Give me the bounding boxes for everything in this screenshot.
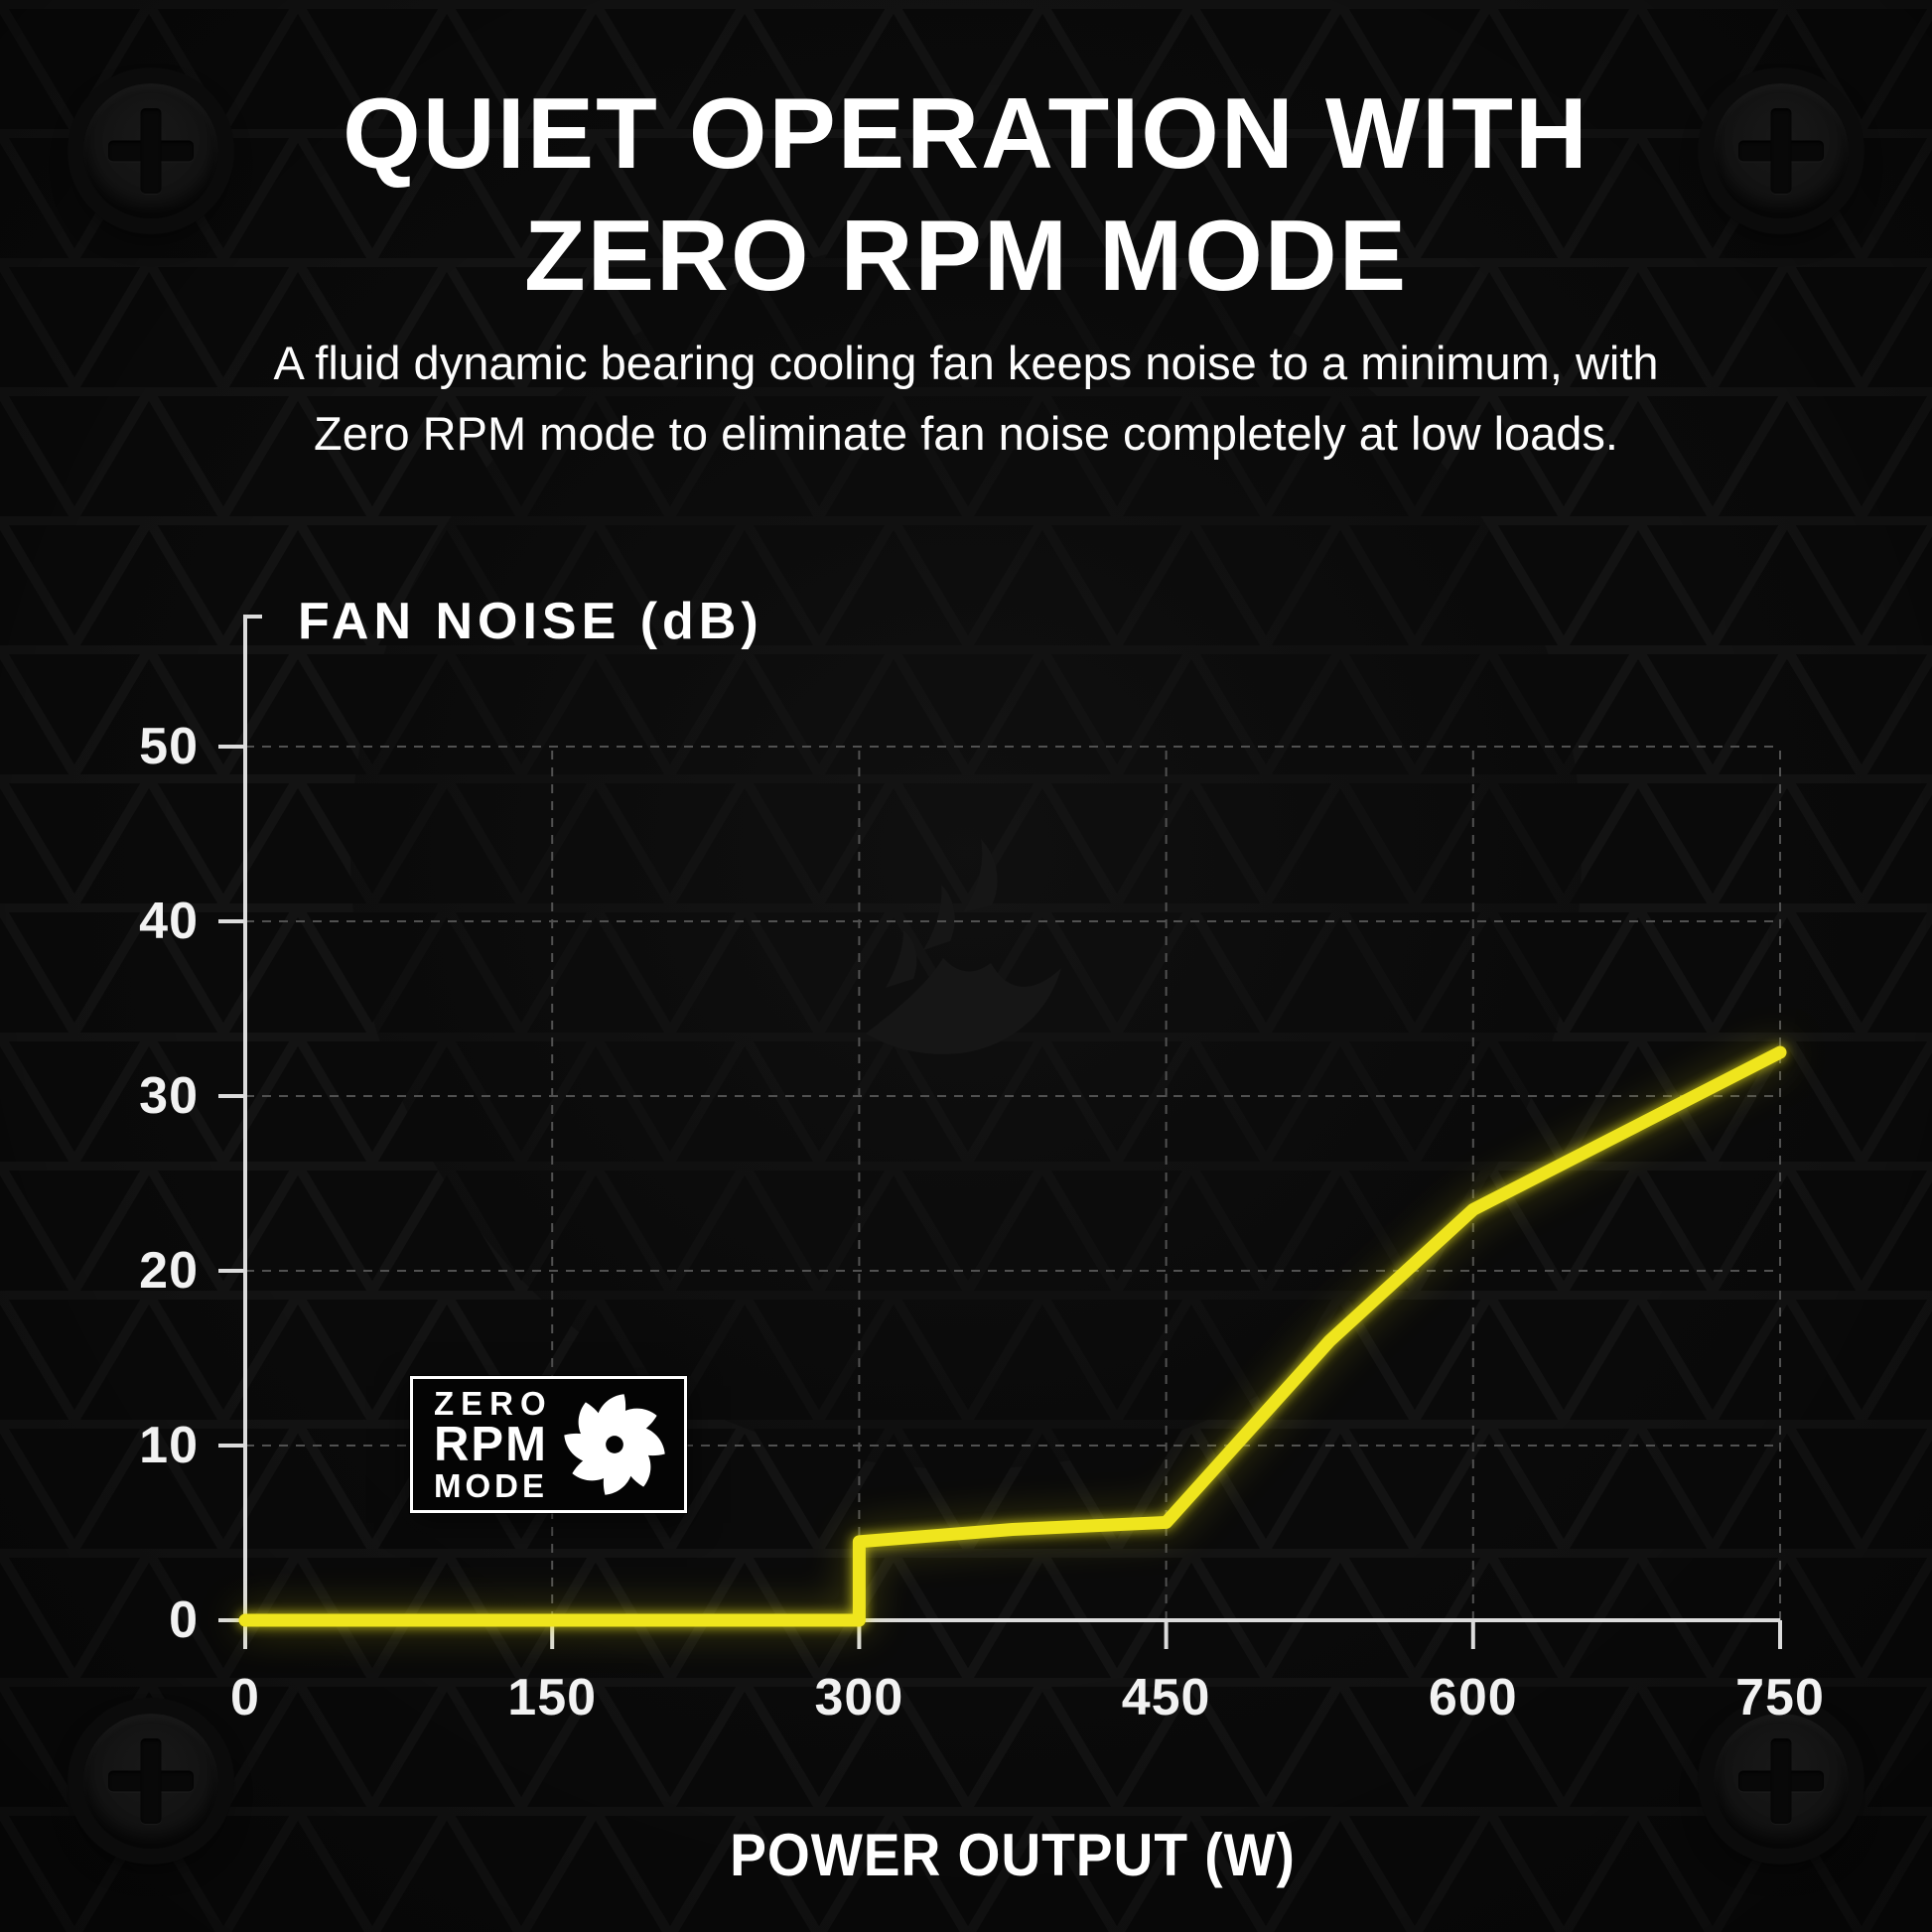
y-tick-label: 40	[139, 893, 199, 950]
page-title-line1: QUIET OPERATION WITH	[343, 78, 1589, 190]
noise-curve	[238, 1045, 1787, 1627]
page-subtitle: A fluid dynamic bearing cooling fan keep…	[0, 328, 1932, 469]
badge-line-zero: ZERO	[434, 1385, 553, 1422]
phillips-screw-icon	[1714, 1714, 1849, 1849]
x-tick-label: 450	[1121, 1669, 1211, 1726]
phillips-screw-icon	[1714, 83, 1849, 218]
y-tick-label: 50	[139, 718, 199, 775]
phillips-screw-icon	[83, 83, 218, 218]
y-tick-label: 20	[139, 1242, 199, 1300]
page-subtitle-line1: A fluid dynamic bearing cooling fan keep…	[273, 337, 1659, 389]
zero-rpm-mode-badge-text: ZERO RPM MODE	[434, 1387, 559, 1502]
phillips-screw-icon	[83, 1714, 218, 1849]
x-tick-label: 0	[230, 1669, 260, 1726]
x-tick-label: 150	[507, 1669, 598, 1726]
x-axis-title: POWER OUTPUT (W)	[730, 1822, 1296, 1888]
y-tick-label: 10	[139, 1417, 199, 1474]
y-tick-label: 30	[139, 1067, 199, 1125]
y-axis-title: FAN NOISE (dB)	[298, 593, 763, 650]
page-title-line2: ZERO RPM MODE	[523, 201, 1409, 312]
fan-icon	[564, 1394, 665, 1495]
corsair-sails-logo-watermark	[866, 839, 1061, 1054]
x-tick-label: 750	[1735, 1669, 1825, 1726]
page-title: QUIET OPERATION WITH ZERO RPM MODE	[0, 73, 1932, 318]
badge-line-mode: MODE	[434, 1467, 548, 1504]
y-tick-label: 0	[169, 1591, 199, 1649]
x-tick-label: 300	[814, 1669, 904, 1726]
x-tick-label: 600	[1428, 1669, 1518, 1726]
badge-line-rpm: RPM	[434, 1418, 548, 1471]
zero-rpm-mode-badge: ZERO RPM MODE	[410, 1376, 687, 1513]
page-subtitle-line2: Zero RPM mode to eliminate fan noise com…	[313, 407, 1618, 460]
